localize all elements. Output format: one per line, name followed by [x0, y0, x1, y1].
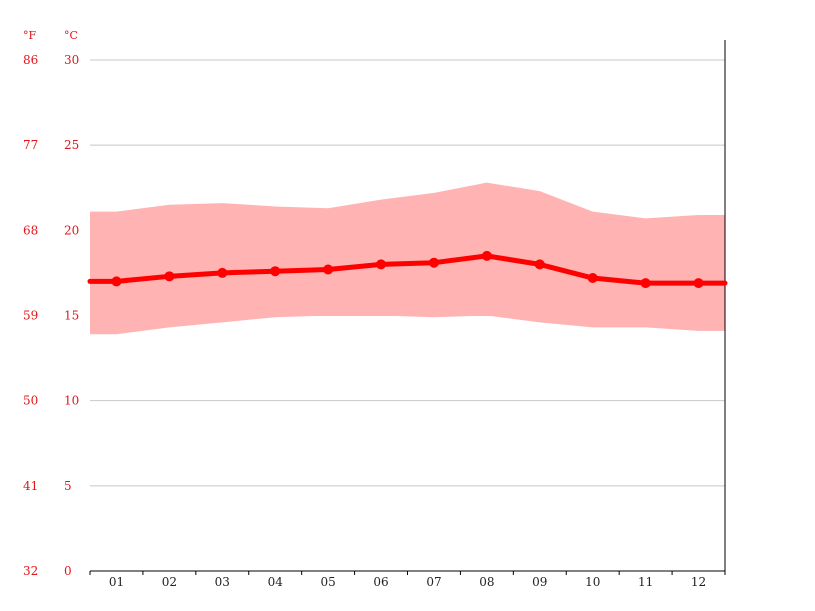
celsius-tick-label: 5	[64, 479, 72, 493]
x-tick-labels: 01 02 03 04 05 06 07 08 09 10 11 12	[109, 575, 706, 589]
data-point	[640, 278, 651, 289]
x-tick-label: 10	[585, 575, 600, 589]
x-tick-label: 09	[532, 575, 547, 589]
range-band-area	[90, 182, 725, 335]
data-point	[270, 266, 281, 277]
fahrenheit-tick-label: 50	[23, 394, 38, 408]
average-line	[87, 253, 728, 286]
celsius-tick-label: 20	[64, 223, 79, 237]
fahrenheit-tick-label: 59	[23, 309, 38, 323]
fahrenheit-tick-label: 77	[23, 138, 38, 152]
data-point	[587, 273, 598, 284]
x-tick-label: 11	[638, 575, 653, 589]
celsius-unit-label: °C	[64, 29, 78, 42]
x-tick-label: 01	[109, 575, 124, 589]
celsius-tick-label: 10	[64, 394, 79, 408]
data-point	[323, 264, 334, 275]
y-tick-labels: 0 32 5 41 10 50 15 59 20 68 25 77 30 86	[23, 53, 79, 578]
data-point	[164, 271, 175, 282]
data-point	[534, 259, 545, 270]
fahrenheit-unit-label: °F	[23, 29, 37, 42]
x-tick-label: 08	[479, 575, 494, 589]
celsius-tick-label: 30	[64, 53, 79, 67]
data-point	[481, 250, 492, 261]
data-point	[217, 267, 228, 278]
data-point	[428, 257, 439, 268]
fahrenheit-tick-label: 41	[23, 479, 38, 493]
x-tick-label: 05	[320, 575, 335, 589]
x-tick-label: 03	[215, 575, 230, 589]
temperature-range-band	[90, 182, 725, 335]
celsius-tick-label: 15	[64, 309, 79, 323]
x-tick-label: 07	[426, 575, 441, 589]
x-tick-label: 12	[691, 575, 706, 589]
data-point	[111, 276, 122, 287]
x-tick-label: 02	[162, 575, 177, 589]
x-tick-label: 04	[268, 575, 284, 589]
fahrenheit-tick-label: 86	[23, 53, 38, 67]
celsius-tick-label: 25	[64, 138, 79, 152]
data-point	[376, 259, 387, 270]
average-temperature-series	[87, 250, 728, 289]
fahrenheit-tick-label: 32	[23, 564, 38, 578]
fahrenheit-tick-label: 68	[23, 223, 38, 237]
data-point	[693, 278, 704, 289]
x-tick-label: 06	[373, 575, 388, 589]
axes	[89, 40, 726, 575]
celsius-tick-label: 0	[64, 564, 72, 578]
